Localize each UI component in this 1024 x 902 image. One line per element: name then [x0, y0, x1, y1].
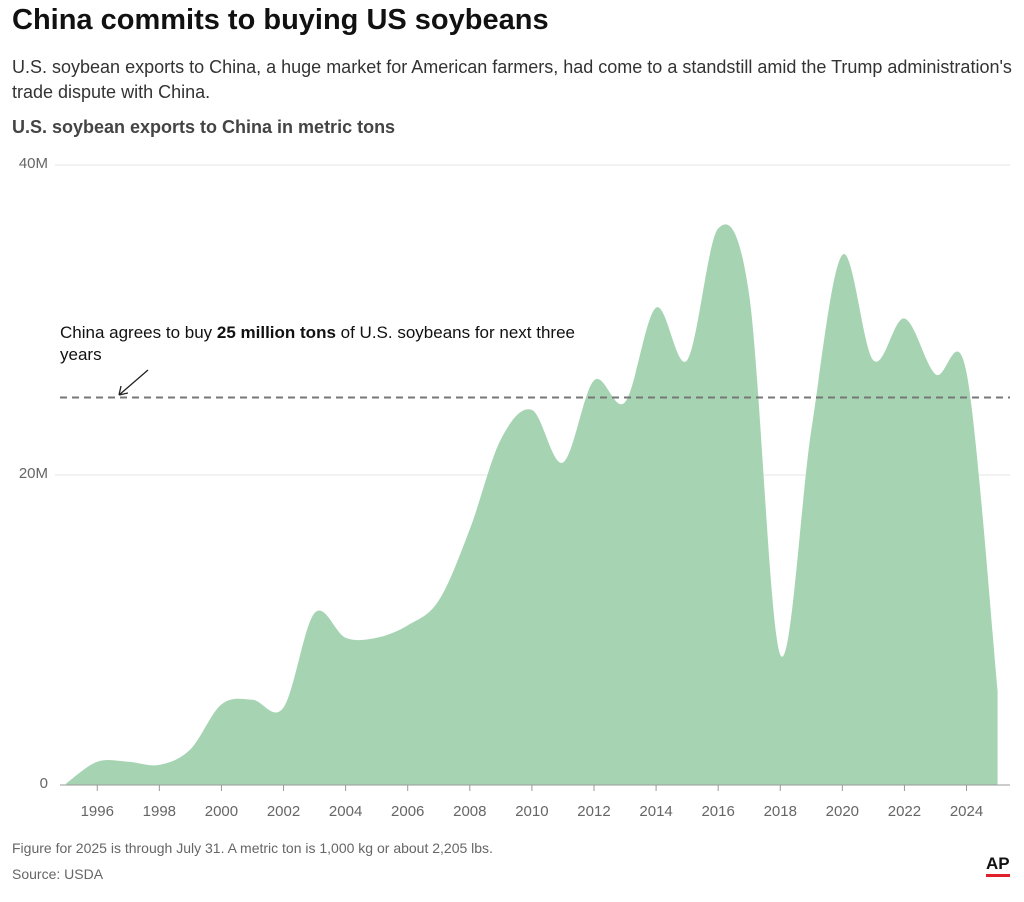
x-tick-label: 2016	[701, 803, 734, 820]
annotation-arrow	[118, 369, 149, 396]
x-tick-label: 2010	[515, 803, 548, 820]
x-tick-label: 2004	[329, 803, 362, 820]
annotation-bold: 25 million tons	[216, 323, 336, 342]
y-tick-label: 0	[40, 775, 48, 792]
x-tick-label: 2012	[577, 803, 610, 820]
annotation: China agrees to buy 25 million tons of U…	[60, 322, 600, 366]
logo: AP	[986, 854, 1010, 877]
y-tick-label: 40M	[19, 155, 48, 172]
area	[66, 224, 998, 786]
footnote: Figure for 2025 is through July 31. A me…	[12, 840, 493, 856]
x-tick-label: 2024	[950, 803, 983, 820]
axis-title: U.S. soybean exports to China in metric …	[12, 117, 396, 137]
x-tick-label: 2006	[391, 803, 424, 820]
x-tick-label: 1998	[143, 803, 176, 820]
annotation-text: China agrees to buy	[60, 323, 213, 342]
x-tick-label: 2008	[453, 803, 486, 820]
title: China commits to buying US soybeans	[12, 4, 549, 36]
x-tick-label: 2014	[639, 803, 672, 820]
x-tick-label: 2000	[205, 803, 238, 820]
source: Source: USDA	[12, 866, 104, 882]
x-tick-label: 2018	[764, 803, 797, 820]
plot-area: 0 20M 40M 1996 1998 2000 2002 2004 2006 2008 2010 2…	[19, 155, 1010, 820]
y-tick-label: 20M	[19, 465, 48, 482]
annotation-text: of U.S. soybeans for next three years	[60, 323, 576, 364]
x-tick-label: 2022	[888, 803, 921, 820]
subtitle: U.S. soybean exports to China, a huge ma…	[12, 57, 1012, 102]
x-tick-label: 1996	[81, 803, 114, 820]
x-tick-label: 2002	[267, 803, 300, 820]
x-tick-label: 2020	[826, 803, 859, 820]
